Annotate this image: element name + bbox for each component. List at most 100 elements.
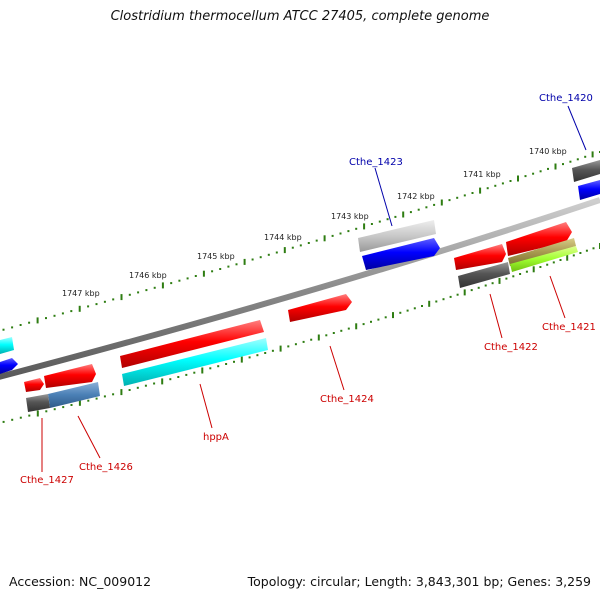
gene-cthe-1427-grey[interactable] [26, 394, 50, 412]
gene-left-blue[interactable] [0, 358, 18, 374]
inner-row-minor-tick [347, 327, 350, 330]
gene-cthe-1424-red[interactable] [288, 294, 352, 322]
inner-row-major-tick [317, 334, 320, 341]
inner-row-minor-tick [572, 254, 575, 257]
outer-row-minor-tick [355, 227, 358, 230]
outer-row-major-tick [517, 175, 519, 182]
inner-row-minor-tick [449, 295, 452, 298]
outer-row-minor-tick [19, 324, 22, 326]
inner-row-major-tick [201, 367, 204, 374]
label-cthe-1422[interactable]: Cthe_1422 [484, 342, 538, 353]
inner-row-minor-tick [421, 305, 423, 307]
inner-row-minor-tick [153, 382, 156, 385]
gene-cthe-1421-red[interactable] [506, 222, 572, 256]
label-cthe-1427[interactable]: Cthe_1427 [20, 475, 74, 486]
inner-row-minor-tick [233, 360, 235, 363]
outer-row-major-tick [120, 294, 123, 301]
inner-row-minor-tick [287, 345, 290, 348]
genome-summary-text: Topology: circular; Length: 3,843,301 bp… [247, 574, 591, 589]
scale-labels: 1740 kbp 1741 kbp 1742 kbp 1743 kbp 1744… [62, 147, 567, 298]
outer-row-minor-tick [259, 256, 262, 259]
gene-left-cyan[interactable] [0, 337, 14, 354]
inner-row-minor-tick [325, 334, 328, 337]
inner-row-minor-tick [136, 386, 139, 389]
outer-row-minor-tick [45, 317, 47, 320]
inner-row-minor-tick [546, 263, 549, 266]
inner-row-minor-tick [377, 318, 380, 321]
tick-label-1746: 1746 kbp [129, 271, 167, 280]
outer-row-minor-tick [370, 223, 373, 225]
inner-row-minor-tick [2, 420, 5, 423]
inner-row-minor-tick [271, 349, 274, 352]
outer-row-major-tick [554, 163, 557, 170]
outer-row-minor-tick [211, 270, 214, 273]
inner-row-minor-tick [384, 316, 387, 319]
inner-row-minor-tick [169, 378, 172, 381]
inner-row-minor-tick [62, 406, 65, 409]
reverse-strand-genes [0, 160, 600, 374]
inner-row-minor-tick [95, 397, 98, 400]
outer-row-minor-tick [178, 279, 181, 282]
label-hppa[interactable]: hppA [203, 432, 229, 443]
outer-row-minor-tick [145, 289, 148, 292]
gene-cthe-1420-grey[interactable] [572, 160, 600, 182]
inner-row-minor-tick [19, 416, 22, 419]
gene-cthe-1421-olive[interactable] [508, 238, 576, 266]
inner-row-minor-tick [406, 309, 409, 312]
scale-ticks [2, 151, 600, 423]
outer-row-minor-tick [576, 158, 579, 161]
outer-row-minor-tick [194, 275, 197, 277]
label-cthe-1424[interactable]: Cthe_1424 [320, 394, 374, 405]
outer-row-major-tick [440, 199, 443, 206]
gene-cthe-1422-red[interactable] [454, 244, 506, 270]
inner-row-minor-tick [484, 284, 487, 287]
gene-cthe-1420-cds[interactable] [578, 180, 600, 200]
tick-label-1744: 1744 kbp [264, 233, 302, 242]
inner-row-minor-tick [585, 249, 588, 252]
outer-row-minor-tick [425, 206, 428, 209]
gene-labels: Cthe_1420 Cthe_1423 Cthe_1421 Cthe_1422 … [20, 93, 596, 486]
inner-row-minor-tick [217, 365, 220, 368]
outer-row-major-tick [591, 151, 594, 158]
outer-row-minor-tick [153, 286, 156, 289]
gene-cthe-1426-red[interactable] [44, 364, 96, 388]
tick-label-1740: 1740 kbp [529, 147, 567, 156]
label-cthe-1426[interactable]: Cthe_1426 [79, 462, 133, 473]
gene-cthe-1422-grey[interactable] [458, 262, 510, 288]
inner-row-minor-tick [399, 311, 402, 314]
outer-row-minor-tick [299, 244, 302, 247]
gene-hppa-cds[interactable] [122, 338, 268, 386]
outer-row-major-tick [36, 317, 39, 324]
label-cthe-1423[interactable]: Cthe_1423 [349, 157, 403, 168]
inner-row-minor-tick [435, 300, 438, 303]
gene-cthe-1421-cds[interactable] [510, 246, 578, 272]
outer-row-major-tick [243, 258, 246, 265]
outer-row-major-tick [78, 305, 81, 312]
inner-row-minor-tick [310, 338, 313, 341]
tick-label-1742: 1742 kbp [397, 192, 435, 201]
outer-row-minor-tick [219, 268, 222, 270]
outer-row-minor-tick [235, 263, 238, 266]
gene-cthe-1423-grey[interactable] [358, 220, 436, 252]
outer-row-minor-tick [291, 246, 294, 249]
outer-row-minor-tick [170, 282, 173, 285]
gene-cthe-1426-cds[interactable] [48, 382, 100, 408]
label-cthe-1420[interactable]: Cthe_1420 [539, 93, 593, 104]
gene-hppa-red[interactable] [120, 320, 264, 368]
tick-label-1745: 1745 kbp [197, 252, 235, 261]
outer-row-minor-tick [547, 167, 549, 170]
outer-row-minor-tick [494, 184, 497, 187]
outer-row-minor-tick [347, 230, 350, 233]
label-cthe-1421[interactable]: Cthe_1421 [542, 322, 596, 333]
inner-row-major-tick [240, 356, 243, 363]
gene-cthe-1427-red[interactable] [24, 378, 44, 392]
inner-row-major-tick [566, 254, 569, 261]
inner-row-minor-tick [332, 332, 335, 334]
inner-row-minor-tick [112, 393, 115, 396]
inner-row-minor-tick [519, 273, 522, 275]
inner-row-minor-tick [525, 270, 528, 273]
inner-row-minor-tick [11, 418, 14, 421]
outer-row-minor-tick [339, 232, 342, 235]
outer-row-minor-tick [275, 251, 278, 254]
gene-cthe-1423-cds[interactable] [362, 238, 440, 270]
